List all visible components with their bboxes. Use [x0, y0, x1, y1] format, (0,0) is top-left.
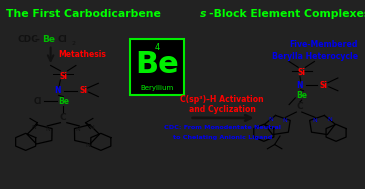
Text: N: N — [85, 143, 90, 148]
Text: N: N — [268, 117, 273, 122]
Text: 2: 2 — [72, 41, 76, 46]
Text: –: – — [34, 34, 39, 44]
Text: s: s — [200, 9, 207, 19]
Text: N: N — [46, 127, 50, 132]
Text: C(sp³)–H Activation: C(sp³)–H Activation — [180, 95, 264, 104]
Text: Si: Si — [298, 68, 306, 77]
Text: The First Carbodicarbene: The First Carbodicarbene — [6, 9, 165, 19]
Text: Metathesis: Metathesis — [58, 50, 106, 59]
Text: N: N — [90, 125, 95, 130]
Text: Si: Si — [319, 81, 327, 90]
Text: to Chelating Anionic Ligand: to Chelating Anionic Ligand — [173, 135, 272, 139]
Bar — [130, 39, 184, 95]
Text: CDC: CDC — [17, 35, 38, 44]
Text: Cl: Cl — [58, 35, 68, 44]
Text: Beryllium: Beryllium — [141, 85, 174, 91]
Text: Be: Be — [135, 50, 179, 79]
Text: Be: Be — [58, 97, 69, 106]
Text: Be: Be — [42, 35, 55, 44]
Text: Si: Si — [59, 72, 67, 81]
Text: N: N — [297, 81, 303, 90]
Text: 4: 4 — [155, 43, 160, 52]
Text: C: C — [297, 102, 303, 111]
Text: -Block Element Complexes: -Block Element Complexes — [209, 9, 365, 19]
Text: CDC: From Monodentate Neutral: CDC: From Monodentate Neutral — [164, 125, 281, 130]
Text: N: N — [283, 118, 287, 123]
Text: N: N — [55, 86, 61, 95]
Text: Berylla Heterocycle: Berylla Heterocycle — [272, 52, 358, 61]
Text: N: N — [327, 117, 332, 122]
Text: N: N — [313, 118, 318, 123]
Text: C: C — [60, 113, 66, 122]
Text: N: N — [31, 125, 36, 130]
Text: Five-Membered: Five-Membered — [289, 40, 358, 49]
Text: and Cyclization: and Cyclization — [189, 105, 256, 114]
Text: Be: Be — [296, 91, 307, 100]
Text: Cl: Cl — [34, 97, 42, 106]
Text: Si: Si — [79, 86, 87, 95]
Text: N: N — [75, 127, 80, 132]
